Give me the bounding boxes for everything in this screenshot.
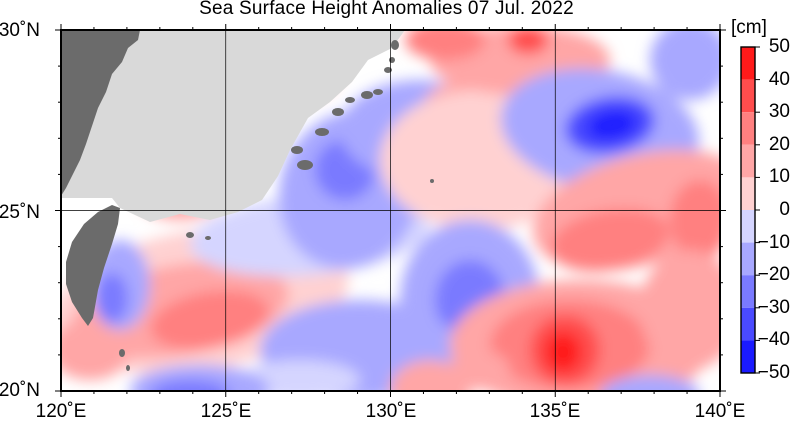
- colorbar-tick-label: −50: [757, 362, 790, 383]
- colorbar-bin-5: [741, 210, 755, 243]
- lon-label-140e: 140˚E: [694, 401, 746, 422]
- anomaly-patch-35: [390, 360, 470, 391]
- taiwan-land: [66, 205, 120, 326]
- map-grid: [61, 30, 720, 391]
- mainland-china-land: [61, 30, 140, 196]
- colorbar-tick-label: 30: [768, 101, 790, 123]
- colorbar-tick-label: 20: [768, 133, 790, 155]
- island-4: [345, 97, 355, 103]
- island-12: [119, 349, 125, 357]
- anomaly-patch-5: [96, 273, 128, 323]
- anomaly-patch-14: [508, 30, 548, 54]
- ryukyu-islands: [119, 40, 434, 371]
- colorbar-bin-2: [741, 112, 755, 145]
- lat-label-30n: 30˚N: [0, 20, 40, 41]
- island-6: [373, 89, 383, 95]
- anomaly-patch-15: [405, 30, 485, 60]
- anomaly-patch-34: [601, 375, 699, 391]
- island-3: [332, 108, 344, 116]
- anomaly-patch-26: [240, 360, 360, 391]
- anomaly-patch-22: [670, 180, 720, 260]
- lon-label-130e: 130˚E: [365, 401, 417, 422]
- island-9: [391, 40, 399, 50]
- colorbar-bin-7: [741, 275, 755, 308]
- colorbar-bin-4: [741, 177, 755, 210]
- colorbar-tick-label: 0: [779, 199, 790, 220]
- map-frame-ticks: [55, 24, 726, 397]
- island-10: [186, 232, 194, 238]
- anomaly-patch-28: [151, 380, 229, 391]
- colorbar-tick-label: −40: [757, 329, 790, 351]
- colorbar-tick-label: −30: [757, 296, 790, 318]
- colorbar-tick-label: 50: [768, 36, 790, 57]
- island-11: [205, 236, 211, 240]
- colorbar-bin-9: [741, 340, 755, 373]
- lat-label-20n: 20˚N: [0, 380, 40, 401]
- lon-label-135e: 135˚E: [529, 401, 581, 422]
- lon-label-120e: 120˚E: [35, 401, 87, 422]
- colorbar-bin-0: [741, 47, 755, 80]
- anomaly-patch-32: [545, 332, 581, 372]
- colorbar-tick-label: 10: [768, 166, 790, 188]
- anomaly-patch-2: [150, 290, 270, 350]
- map-title: Sea Surface Height Anomalies 07 Jul. 202…: [199, 0, 574, 19]
- colorbar-tick-label: −10: [757, 231, 790, 253]
- colorbar-bin-1: [741, 79, 755, 113]
- colorbar-tick-label: 40: [768, 68, 790, 90]
- anomaly-patch-36: [450, 350, 510, 390]
- land-mask-region: [61, 30, 405, 222]
- lon-label-125e: 125˚E: [200, 401, 252, 422]
- anomaly-patch-33: [640, 250, 720, 370]
- island-1: [297, 160, 313, 170]
- island-14: [430, 179, 434, 183]
- anomaly-patch-18: [587, 110, 637, 140]
- island-13: [126, 365, 130, 371]
- anomaly-patch-21: [550, 208, 670, 272]
- colorbar-bin-3: [741, 144, 755, 178]
- lat-label-25n: 25˚N: [0, 202, 40, 223]
- island-2: [315, 128, 329, 136]
- island-5: [361, 91, 373, 99]
- colorbar-tick-label: −20: [757, 264, 790, 286]
- anomaly-field: [61, 30, 720, 391]
- island-0: [291, 146, 303, 154]
- anomaly-patch-3: [61, 320, 130, 380]
- anomaly-patch-19: [650, 30, 720, 100]
- colorbar-unit: [cm]: [731, 17, 767, 38]
- colorbar-bin-6: [741, 242, 755, 276]
- colorbar-bin-8: [741, 307, 755, 341]
- island-7: [384, 67, 392, 73]
